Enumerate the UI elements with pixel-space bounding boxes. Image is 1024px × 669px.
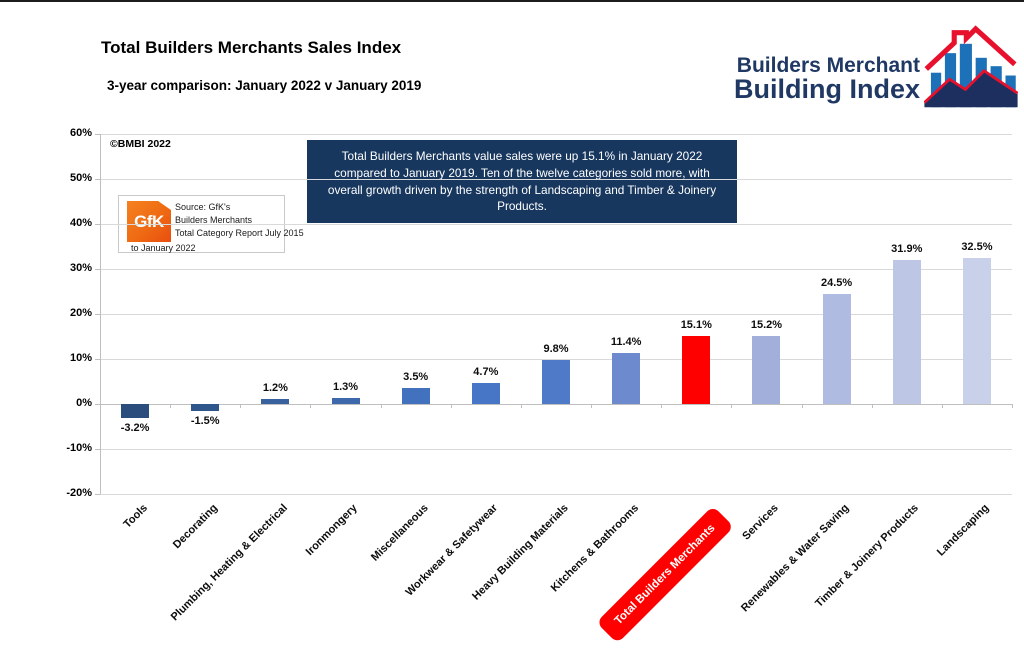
y-axis-tick [95,178,100,180]
gfk-logo-text: GfK [134,211,164,231]
bar-value-label: 15.1% [680,319,712,332]
bar-workwear-safetywear [471,382,500,404]
x-axis-tick [661,404,663,408]
y-axis-tick [95,133,100,135]
bar-value-label: 32.5% [961,240,993,253]
bar-value-label: 3.5% [403,371,429,384]
bar-value-label: 4.7% [473,365,499,378]
source-line-3: Total Category Report July 2015 [175,228,304,239]
gridline [100,448,1012,450]
x-axis-tick [240,404,242,408]
bmbi-logo-graphic [924,25,1018,108]
x-axis-label-ironmongery: Ironmongery [304,502,361,559]
gfk-logo-slash [152,201,171,211]
bar-plumbing-heating-electrical [261,398,290,404]
gridline [100,178,1012,180]
bar-value-label: 31.9% [891,243,923,256]
y-axis-label: 30% [69,262,92,274]
y-axis-label: -20% [66,487,92,499]
bar-value-label: 11.4% [610,335,642,348]
bmbi-logo-text: Builders Merchant Building Index [734,55,920,104]
y-axis-label: 0% [76,397,92,409]
y-axis-line [100,134,101,494]
bar-heavy-building-materials [542,359,570,404]
x-axis-tick [731,404,733,408]
bar-value-label: 1.3% [332,381,359,394]
copyright-label: ©BMBI 2022 [110,138,171,150]
x-axis-tick [310,404,312,408]
bar-services [752,335,781,404]
gridline [100,358,1012,360]
y-axis-label: 20% [69,307,92,319]
bar-miscellaneous [401,388,430,404]
x-axis-tick [591,404,593,408]
y-axis-tick [95,403,100,405]
page-subtitle: 3-year comparison: January 2022 v Januar… [107,78,422,93]
y-axis-tick [95,358,100,360]
y-axis-label: 10% [69,352,92,364]
gridline [100,133,1012,135]
x-axis-label-plumbing-heating-electrical: Plumbing, Heating & Electrical [168,502,290,624]
bmbi-logo-line1: Builders Merchant [736,54,920,78]
x-axis-label-tools: Tools [120,502,150,531]
x-axis-tick [380,404,382,408]
x-axis-tick [100,404,101,408]
bar-value-label: -1.5% [190,414,220,427]
y-axis-tick [95,493,100,495]
source-line-4: to January 2022 [131,243,196,253]
y-axis-label: 60% [69,127,92,139]
gfk-logo: GfK [127,201,171,242]
page-title: Total Builders Merchants Sales Index [101,38,402,57]
bar-renewables-water-saving [822,293,851,404]
bar-landscaping [962,257,991,404]
source-box-row: GfK Source: GfK's Builders Merchants Tot… [119,196,304,242]
x-axis-label-miscellaneous: Miscellaneous [368,502,431,564]
y-axis-tick [95,223,100,225]
y-axis-label: 50% [69,172,92,184]
bar-value-label: 15.2% [750,318,783,331]
bmbi-logo-line2: Building Index [734,74,920,105]
x-axis-label-services: Services [740,502,781,543]
bar-kitchens-bathrooms [612,352,641,404]
x-axis-tick [941,404,943,408]
gridline [100,223,1012,225]
gridline [100,313,1012,315]
x-axis-tick [170,404,172,408]
bar-value-label: -3.2% [120,422,150,435]
y-axis-tick [95,268,100,270]
gridline [100,268,1012,270]
y-axis-tick [95,448,100,450]
bar-value-label: 1.2% [262,381,288,394]
bmbi-logo: Builders Merchant Building Index [734,14,1018,110]
source-line-2: Builders Merchants [175,215,253,226]
x-axis-tick [450,404,452,408]
x-axis-label-landscaping: Landscaping [934,502,992,559]
y-axis-label: -10% [66,442,92,454]
commentary-box: Total Builders Merchants value sales wer… [307,140,737,223]
bar-value-label: 24.5% [821,276,853,289]
gridline [100,493,1012,495]
bar-decorating [191,404,220,411]
y-axis-label: 40% [69,217,92,229]
x-axis-tick [1012,404,1013,408]
bar-total-builders-merchants [682,336,711,404]
x-axis-tick [520,404,522,408]
x-axis-label-decorating: Decorating [170,502,220,552]
y-axis-tick [95,313,100,315]
source-line-1: Source: GfK's [175,202,231,212]
x-axis-tick [871,404,873,408]
source-text: Source: GfK's Builders Merchants Total C… [175,201,304,242]
x-axis-tick [801,404,803,408]
bar-timber-joinery-products [892,260,921,404]
x-axis-line [100,403,1012,405]
bar-value-label: 9.8% [543,342,569,355]
bar-ironmongery [331,398,360,404]
bar-tools [121,404,150,419]
